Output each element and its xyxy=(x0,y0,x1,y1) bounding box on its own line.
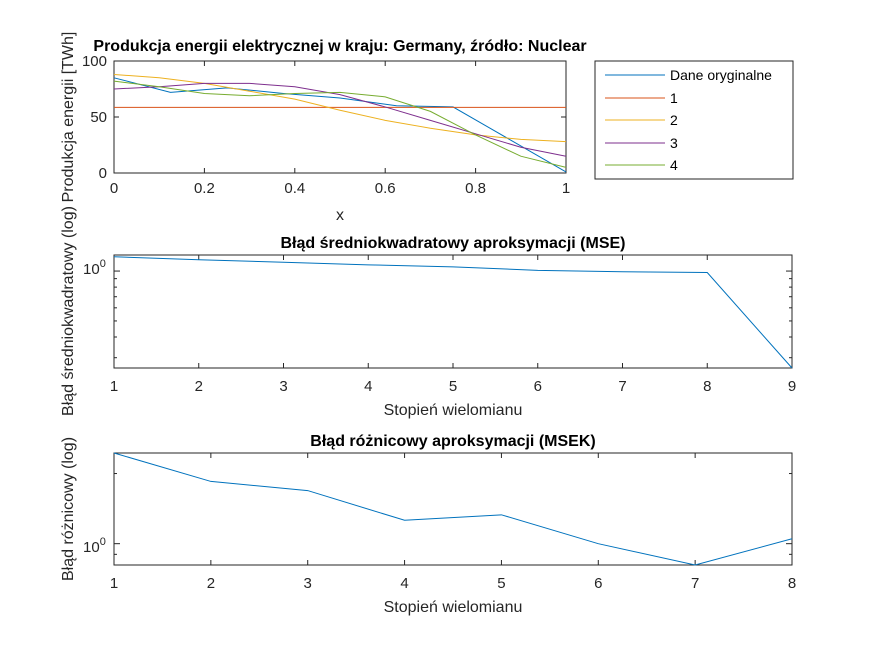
legend-entry-label: Dane oryginalne xyxy=(670,67,772,83)
msek-xtick-label: 4 xyxy=(400,575,408,592)
series-line-values xyxy=(113,452,793,566)
msek-xtick-label: 1 xyxy=(110,575,118,592)
series-line-2 xyxy=(113,73,567,143)
production-xtick-label: 0 xyxy=(110,180,118,197)
plot-production: 0 0.2 0.4 0.6 0.8 1 0 50 100 x Produkcja… xyxy=(60,32,587,224)
production-ytick-label: 50 xyxy=(90,109,107,126)
plot-mse-series xyxy=(113,256,793,369)
legend-entry-label: 1 xyxy=(670,90,678,106)
msek-xtick-label: 7 xyxy=(691,575,699,592)
series-line-3 xyxy=(113,82,567,157)
production-xtick-label: 0.8 xyxy=(465,180,486,197)
mse-xtick-label: 7 xyxy=(618,378,626,395)
plot-production-series xyxy=(113,73,567,173)
plot-msek-series xyxy=(113,452,793,566)
series-line-values xyxy=(113,256,793,369)
production-title: Produkcja energii elektrycznej w kraju: … xyxy=(93,38,586,55)
production-xlabel: x xyxy=(336,207,344,224)
production-ytick-label: 0 xyxy=(99,165,107,182)
mse-title: Błąd średniokwadratowy aproksymacji (MSE… xyxy=(281,235,626,252)
msek-title: Błąd różnicowy aproksymacji (MSEK) xyxy=(310,433,595,450)
plot-production-ticks xyxy=(113,60,567,174)
plot-production-axes-box xyxy=(113,60,567,174)
production-ytick-label: 100 xyxy=(82,53,107,70)
mse-xtick-label: 9 xyxy=(788,378,796,395)
legend-entry-label: 3 xyxy=(670,135,678,151)
msek-xtick-label: 5 xyxy=(497,575,505,592)
mse-xtick-label: 6 xyxy=(534,378,542,395)
mse-xtick-label: 4 xyxy=(364,378,372,395)
mse-xlabel: Stopień wielomianu xyxy=(384,402,523,419)
production-xtick-label: 0.6 xyxy=(375,180,396,197)
plot-msek: 1 2 3 4 5 6 7 8 100 Stopień wielomianu B… xyxy=(60,433,796,616)
msek-xtick-label: 3 xyxy=(304,575,312,592)
msek-xtick-label: 2 xyxy=(207,575,215,592)
plot-mse-ticks xyxy=(113,255,793,368)
production-xtick-label: 1 xyxy=(562,180,570,197)
plot-mse: 1 2 3 4 5 6 7 8 9 100 Stopień wielomianu… xyxy=(60,206,796,419)
mse-xtick-label: 1 xyxy=(110,378,118,395)
mse-xtick-label: 3 xyxy=(279,378,287,395)
legend: Dane oryginalne 1 2 3 4 xyxy=(594,60,794,180)
mse-xtick-label: 8 xyxy=(703,378,711,395)
plot-msek-axes-box xyxy=(113,452,793,566)
mse-ytick-label: 100 xyxy=(83,258,106,278)
plot-mse-axes-box xyxy=(113,254,793,369)
production-ylabel: Produkcja energii [TWh] xyxy=(60,32,77,203)
production-xtick-label: 0.2 xyxy=(194,180,215,197)
msek-xtick-label: 8 xyxy=(788,575,796,592)
mse-ylabel: Błąd średniokwadratowy (log) xyxy=(60,206,77,416)
msek-xlabel: Stopień wielomianu xyxy=(384,599,523,616)
msek-ylabel: Błąd różnicowy (log) xyxy=(60,437,77,581)
mse-xtick-label: 5 xyxy=(449,378,457,395)
production-xtick-label: 0.4 xyxy=(284,180,305,197)
msek-ytick-label: 100 xyxy=(83,536,106,556)
legend-entry-label: 2 xyxy=(670,112,678,128)
series-line-4 xyxy=(113,80,567,168)
plot-msek-ticks xyxy=(113,453,793,565)
mse-xtick-label: 2 xyxy=(195,378,203,395)
msek-xtick-label: 6 xyxy=(594,575,602,592)
legend-entry-label: 4 xyxy=(670,157,678,173)
